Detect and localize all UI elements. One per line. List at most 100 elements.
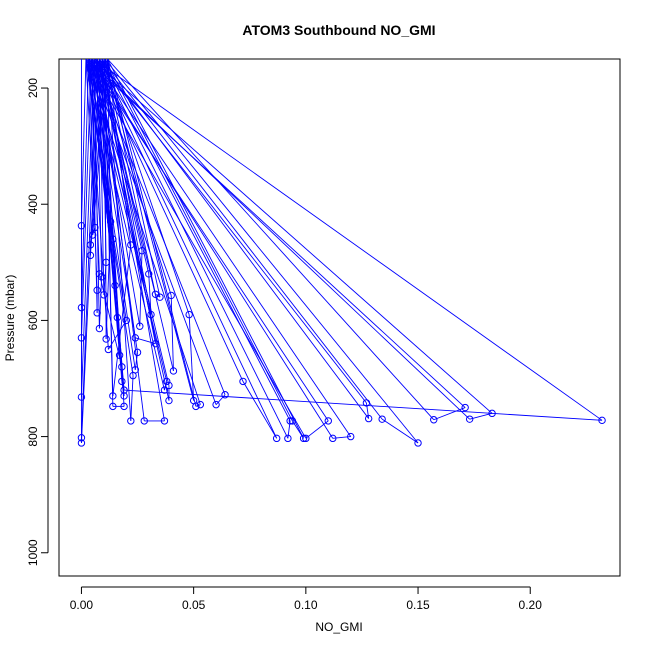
data-point: [192, 402, 200, 411]
data-point: [131, 334, 139, 342]
profile-line: [80, 59, 90, 308]
profile-segment: [92, 227, 96, 236]
profile-line: [93, 59, 352, 437]
profile-segment: [107, 320, 127, 350]
data-point: [362, 399, 371, 407]
data-point: [145, 270, 153, 278]
data-point: [120, 392, 128, 400]
data-point: [95, 324, 104, 333]
data-point: [118, 363, 126, 371]
data-point: [131, 366, 139, 374]
data-point: [185, 310, 193, 319]
data-point: [239, 377, 247, 386]
data-point: [102, 258, 110, 267]
profile-segment: [98, 273, 123, 367]
data-point: [95, 270, 104, 278]
profile-line: [93, 59, 244, 382]
profile-line: [98, 59, 156, 344]
y-axis: 200 400 600 800 1000: [26, 78, 49, 566]
data-point: [461, 403, 469, 412]
data-point: [86, 241, 95, 249]
data-point: [120, 386, 128, 394]
data-point: [140, 417, 148, 425]
profile-line: [88, 59, 329, 422]
data-point: [286, 417, 294, 425]
data-point: [147, 310, 155, 319]
profile-line: [104, 59, 419, 444]
profile-lines: [80, 59, 603, 444]
data-point: [133, 348, 142, 357]
data-point: [169, 367, 178, 375]
data-point: [329, 434, 337, 443]
data-point: [77, 303, 86, 312]
profile-segment: [103, 262, 107, 295]
profile-line: [104, 59, 195, 401]
y-axis-label: Pressure (mbar): [3, 275, 17, 362]
profile-line: [101, 59, 383, 420]
data-point: [106, 217, 115, 226]
data-point: [430, 416, 438, 424]
profile-segment: [139, 250, 143, 327]
data-point: [86, 251, 95, 260]
profile-line: [99, 59, 370, 419]
data-point: [364, 414, 373, 423]
data-point: [77, 222, 86, 230]
data-point: [378, 415, 386, 423]
x-tick-label: 0.05: [182, 598, 206, 612]
data-point: [109, 402, 117, 411]
data-point: [77, 334, 86, 342]
data-point: [102, 335, 110, 343]
profile-line: [88, 59, 470, 420]
data-point: [288, 417, 297, 425]
x-tick-label: 0.20: [519, 598, 543, 612]
data-point: [77, 393, 86, 401]
profile-segment: [170, 295, 174, 371]
profile-segment: [112, 244, 132, 396]
data-point: [488, 409, 496, 418]
profile-line: [107, 59, 304, 439]
data-point: [77, 439, 86, 447]
data-point: [156, 293, 164, 301]
profile-line: [93, 59, 123, 367]
profile-line: [107, 59, 435, 421]
data-point: [111, 281, 119, 290]
profile-line: [107, 59, 197, 407]
profile-segment: [195, 404, 201, 407]
profile-line: [96, 59, 367, 404]
data-point: [104, 345, 113, 354]
x-axis: 0.00 0.05 0.10 0.15 0.20: [70, 586, 543, 612]
profile-segment: [188, 314, 195, 401]
profile-line: [107, 59, 132, 245]
data-point: [118, 377, 126, 386]
profile-line: [90, 59, 100, 274]
data-point: [120, 402, 128, 411]
data-point: [272, 434, 281, 443]
profile-segment: [116, 317, 121, 356]
profile-segment: [98, 276, 103, 329]
x-tick-label: 0.15: [406, 598, 430, 612]
profile-segment: [130, 375, 134, 421]
data-point: [77, 434, 86, 442]
chart-title: ATOM3 Southbound NO_GMI: [242, 22, 435, 38]
data-point: [347, 432, 355, 441]
profile-segment: [305, 420, 329, 439]
data-point: [163, 377, 171, 386]
data-point: [465, 415, 474, 423]
data-point: [113, 313, 122, 322]
data-point: [100, 291, 108, 299]
y-tick-label: 600: [26, 310, 40, 330]
data-point: [109, 392, 117, 400]
profile-line: [96, 59, 278, 439]
profile-line: [88, 59, 109, 350]
data-point: [151, 339, 160, 348]
data-point: [598, 416, 606, 425]
profile-line: [101, 59, 165, 421]
profile-segment: [433, 407, 466, 421]
profile-segment: [155, 293, 161, 298]
data-point: [88, 231, 97, 239]
data-point: [127, 417, 135, 425]
data-point: [115, 351, 124, 359]
profile-line: [85, 59, 307, 439]
data-point: [93, 309, 101, 317]
profile-segment: [148, 273, 152, 315]
